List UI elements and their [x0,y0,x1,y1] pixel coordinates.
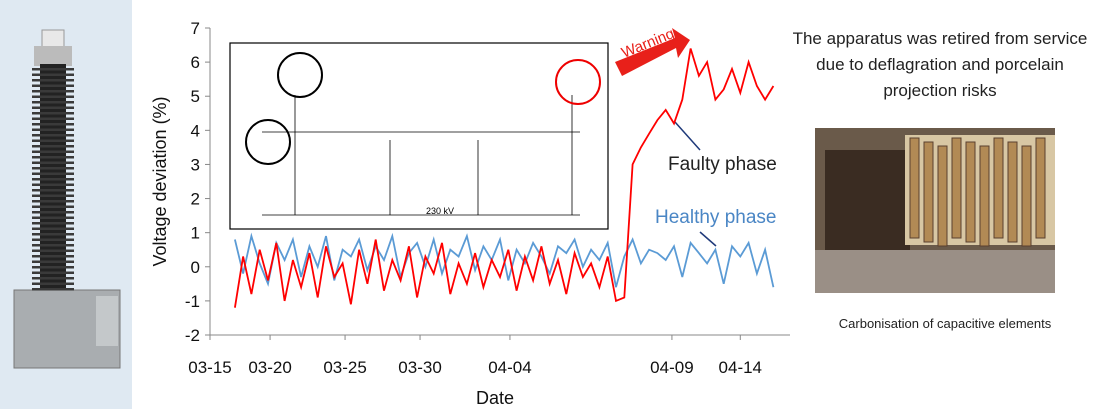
bushing-rib [32,161,74,164]
y-tick-label: -1 [185,292,200,311]
bushing-rib [32,249,74,252]
bushing-rib [32,73,74,76]
bushing-rib [32,178,74,181]
bushing-rib [32,79,74,82]
capacitor-plate [965,141,976,243]
bushing-rib [32,123,74,126]
bushing-rib [32,95,74,98]
x-tick-label: 04-14 [719,358,762,377]
bushing-rib [32,145,74,148]
x-tick-label: 04-09 [650,358,693,377]
bushing-rib [32,134,74,137]
bushing-box [96,296,118,346]
side-text: The apparatus was retired from service d… [792,29,1088,100]
bushing-rib [32,238,74,241]
inset-label: 230 kV [426,206,454,216]
bushing-rib [32,183,74,186]
bushing-rib [32,227,74,230]
capacitor-plate [937,145,948,247]
y-tick-label: 3 [191,155,200,174]
bushing-rib [32,117,74,120]
bushing-rib [32,200,74,203]
capacitor-plate [1007,141,1018,243]
capacitor-plate [979,145,990,247]
bushing-rib [32,255,74,258]
capacitor-plate [1035,137,1046,239]
x-tick-label: 03-30 [398,358,441,377]
bushing-rib [32,205,74,208]
bushing-rib [32,139,74,142]
bushing-rib [32,260,74,263]
bushing-rib [32,222,74,225]
capacitor-plate [993,137,1004,239]
highlight-circle [245,119,291,165]
inset-schematic: 230 kV [229,42,609,230]
x-axis-label: Date [476,388,514,408]
bushing-rib [32,211,74,214]
x-tick-label: 04-04 [488,358,531,377]
pointer-arrow [674,121,701,151]
y-axis-label: Voltage deviation (%) [150,96,170,266]
bushing-rib [32,216,74,219]
warning-arrow [615,28,690,76]
capacitor-pack [825,150,910,260]
capacitor-plate [951,137,962,239]
bushing-rib [32,233,74,236]
x-tick-label: 03-20 [248,358,291,377]
y-tick-label: 7 [191,19,200,38]
bushing-rib [32,68,74,71]
bushing-rib [32,167,74,170]
bushing-rib [32,150,74,153]
bushing-rib [32,128,74,131]
bushing-photo [0,0,132,409]
bushing-rib [32,84,74,87]
capacitor-plate [1021,145,1032,247]
bushing-rib [32,277,74,280]
pointer-arrow [699,231,717,247]
bushing-top [41,29,65,49]
bushing-rib [32,271,74,274]
annotation-healthy: Healthy phase [655,207,776,228]
capacitor-plate [909,137,920,239]
bushing-rib [32,244,74,247]
y-tick-label: -2 [185,326,200,345]
highlight-circle [555,59,601,105]
y-tick-label: 0 [191,258,200,277]
bushing-cap [34,46,72,66]
photo-caption: Carbonisation of capacitive elements [838,316,1052,331]
y-tick-label: 2 [191,190,200,209]
y-tick-label: 6 [191,53,200,72]
bushing-rib [32,112,74,115]
y-tick-label: 1 [191,224,200,243]
carbonisation-photo [815,128,1055,293]
bushing-rib [32,156,74,159]
x-tick-label: 03-25 [323,358,366,377]
x-tick-label: 03-15 [188,358,231,377]
inset-frame [229,42,609,230]
bushing-rib [32,90,74,93]
bushing-rib [32,194,74,197]
bushing-rib [32,266,74,269]
bushing-rib [32,189,74,192]
bushing-rib [32,172,74,175]
highlight-circle [277,52,323,98]
bushing-rib [32,288,74,291]
annotation-faulty: Faulty phase [668,154,777,175]
bushing-rib [32,106,74,109]
bushing-rib [32,101,74,104]
capacitor-plate [923,141,934,243]
table-surface [815,250,1055,293]
series-line [234,232,775,288]
y-tick-label: 5 [191,87,200,106]
bushing-rib [32,282,74,285]
y-tick-label: 4 [191,121,200,140]
series-line [234,48,775,308]
